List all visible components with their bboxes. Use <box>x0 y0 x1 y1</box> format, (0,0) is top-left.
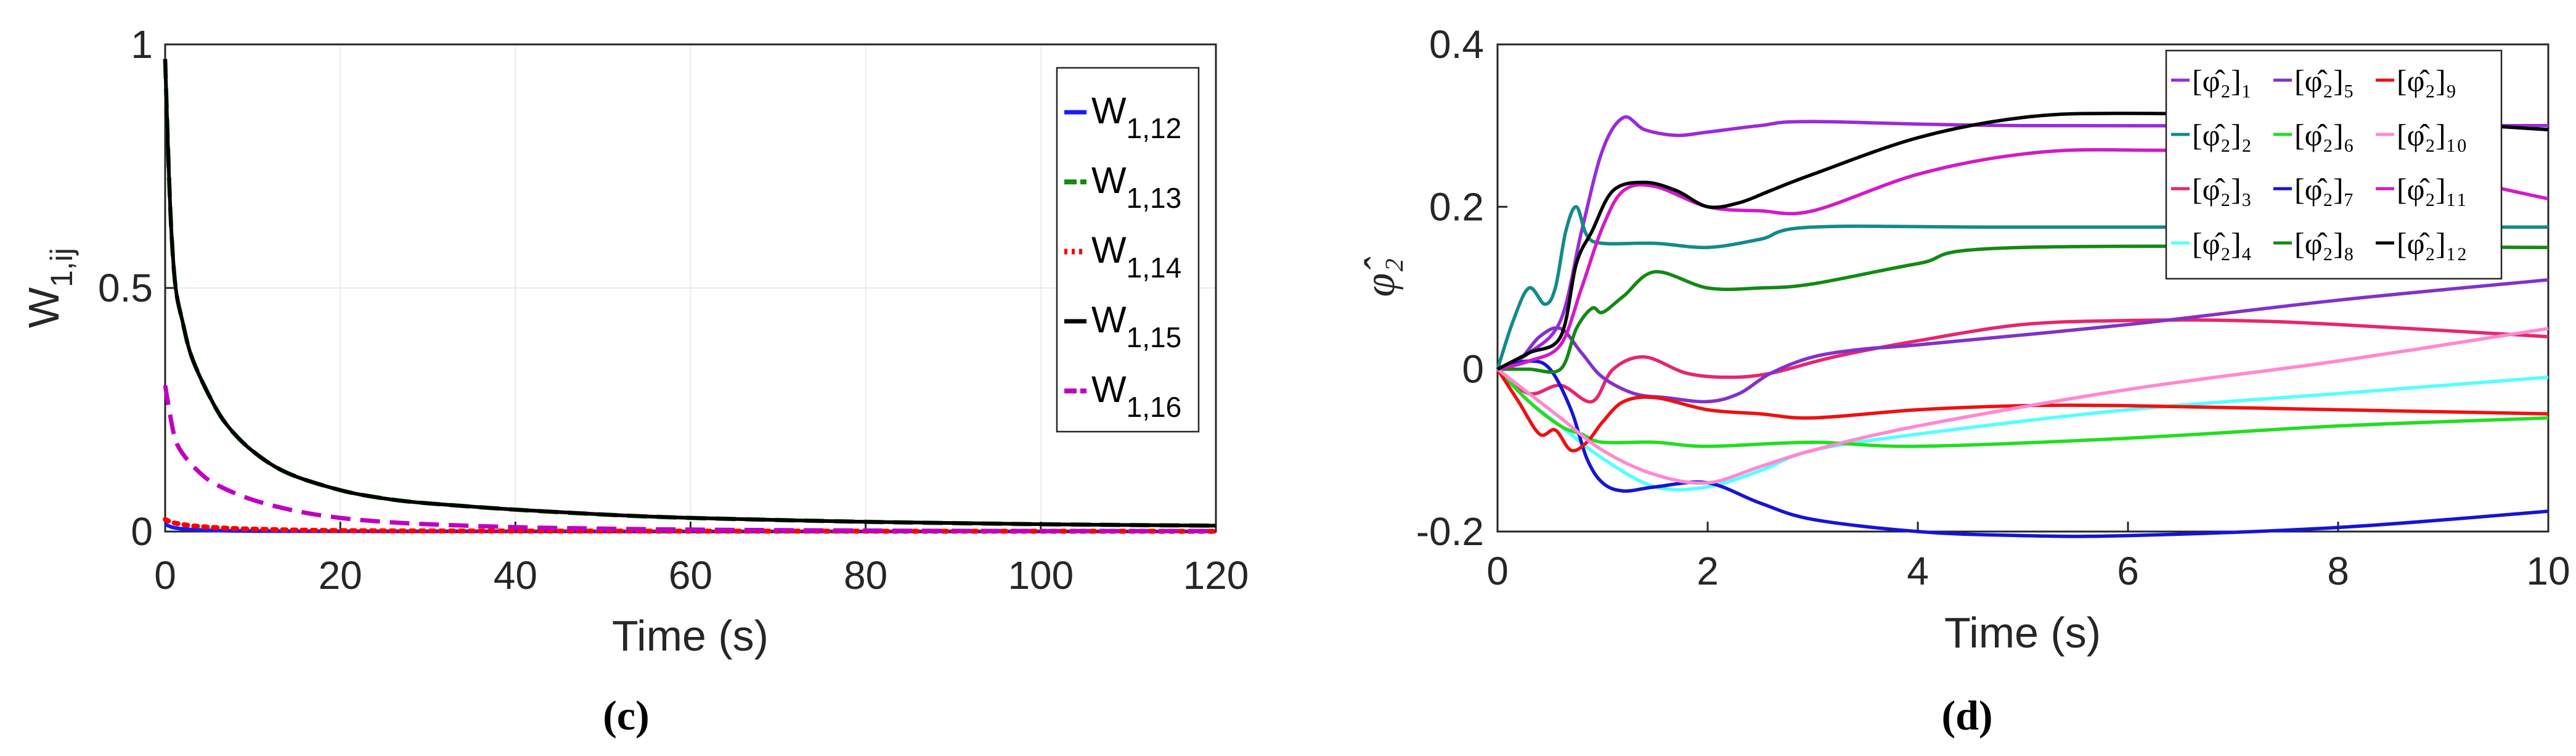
d-series-line-10 <box>1496 327 2549 485</box>
c-legend-label: W1,16 <box>1091 369 1181 423</box>
c-x-axis-label: Time (s) <box>612 612 768 660</box>
d-legend-label: [φ̂₂]₃ <box>2192 172 2252 207</box>
c-tick-labels: 0 20 40 60 80 100 120 0 0.5 1 <box>98 22 1249 598</box>
d-legend-label: [φ̂₂]₉ <box>2397 64 2456 98</box>
d-legend-label: [φ̂₂]₁₁ <box>2397 172 2467 207</box>
d-series-line-2 <box>1496 205 2548 370</box>
d-series-line-6 <box>1496 368 2549 448</box>
c-y-axis-label-sub: 1,ij <box>44 248 79 287</box>
d-plot-area <box>1496 43 2550 533</box>
d-x-axis-label: Time (s) <box>1944 609 2101 657</box>
c-legend: W1,12 W1,13 W1,14 W1,15 W1,16 <box>1056 67 1200 433</box>
d-series-line-7 <box>1497 359 2549 538</box>
c-x-tick-label: 120 <box>1183 553 1249 598</box>
d-y-tick-label: -0.2 <box>1416 509 1484 554</box>
d-legend-box <box>2165 49 2503 280</box>
panel-d: 0 2 4 6 8 10-0.200.20.4 [φ̂₂]₁[φ̂₂]₂[φ̂₂]₃[φ̂… <box>1356 22 2570 739</box>
c-legend-label: W1,15 <box>1091 299 1181 353</box>
d-legend-label: [φ̂₂]₁₀ <box>2397 118 2467 152</box>
d-legend: [φ̂₂]₁ [φ̂₂]₂ [φ̂₂]₃ [φ̂₂]₄ [φ̂₂]₅ [φ̂₂]₆ [φ̂₂… <box>2165 49 2503 280</box>
d-legend-label: [φ̂₂]₈ <box>2294 226 2354 261</box>
d-panel-label: (d) <box>1941 692 1992 739</box>
d-y-tick-label: 0.4 <box>1429 22 1484 67</box>
d-x-tick-label: 8 <box>2327 549 2349 593</box>
d-legend-label: [φ̂₂]₁₂ <box>2397 226 2467 261</box>
d-legend-label: [φ̂₂]₅ <box>2294 64 2354 98</box>
d-series-group <box>1496 112 2549 538</box>
c-legend-label: W1,14 <box>1091 229 1181 284</box>
c-y-tick-label: 1 <box>131 22 153 67</box>
d-y-tick-label: 0 <box>1462 347 1484 392</box>
d-legend-label: [φ̂₂]₁ <box>2192 64 2252 98</box>
c-panel-label: (c) <box>603 692 649 739</box>
d-legend-label: [φ̂₂]₇ <box>2294 172 2354 207</box>
c-x-tick-label: 80 <box>844 553 887 598</box>
d-x-tick-label: 0 <box>1486 549 1509 593</box>
c-series-line-1-15 <box>163 59 1217 528</box>
d-y-axis-label: φ̂₂ <box>1356 257 1404 297</box>
c-x-tick-label: 40 <box>494 553 537 598</box>
d-legend-label: [φ̂₂]₄ <box>2192 226 2252 261</box>
c-x-tick-label: 100 <box>1008 553 1074 598</box>
d-y-tick-label: 0.2 <box>1429 184 1484 229</box>
c-x-tick-label: 20 <box>319 553 362 598</box>
c-series-line-1-16 <box>163 385 1217 533</box>
d-x-tick-label: 6 <box>2117 549 2139 593</box>
d-legend-label: [φ̂₂]₆ <box>2294 118 2354 152</box>
c-y-axis-label: W1,ij <box>20 248 79 328</box>
d-x-tick-label: 10 <box>2526 549 2570 593</box>
c-legend-label: W1,13 <box>1091 160 1181 214</box>
c-y-tick-label: 0 <box>131 509 153 554</box>
c-y-axis-label-main: W <box>20 287 68 328</box>
c-x-tick-label: 0 <box>154 553 176 598</box>
c-y-tick-label: 0.5 <box>98 266 153 310</box>
d-legend-label: [φ̂₂]₂ <box>2192 118 2252 152</box>
d-series-line-8 <box>1497 244 2549 374</box>
d-x-tick-label: 2 <box>1697 549 1719 593</box>
c-series-group <box>163 59 1218 534</box>
d-series-line-5 <box>1497 278 2549 404</box>
d-series-line-4 <box>1496 368 2549 491</box>
d-x-tick-label: 4 <box>1907 549 1929 593</box>
d-series-line-9 <box>1496 368 2549 453</box>
c-legend-label: W1,12 <box>1091 90 1181 144</box>
d-series-line-3 <box>1496 318 2549 404</box>
c-x-tick-label: 60 <box>669 553 712 598</box>
